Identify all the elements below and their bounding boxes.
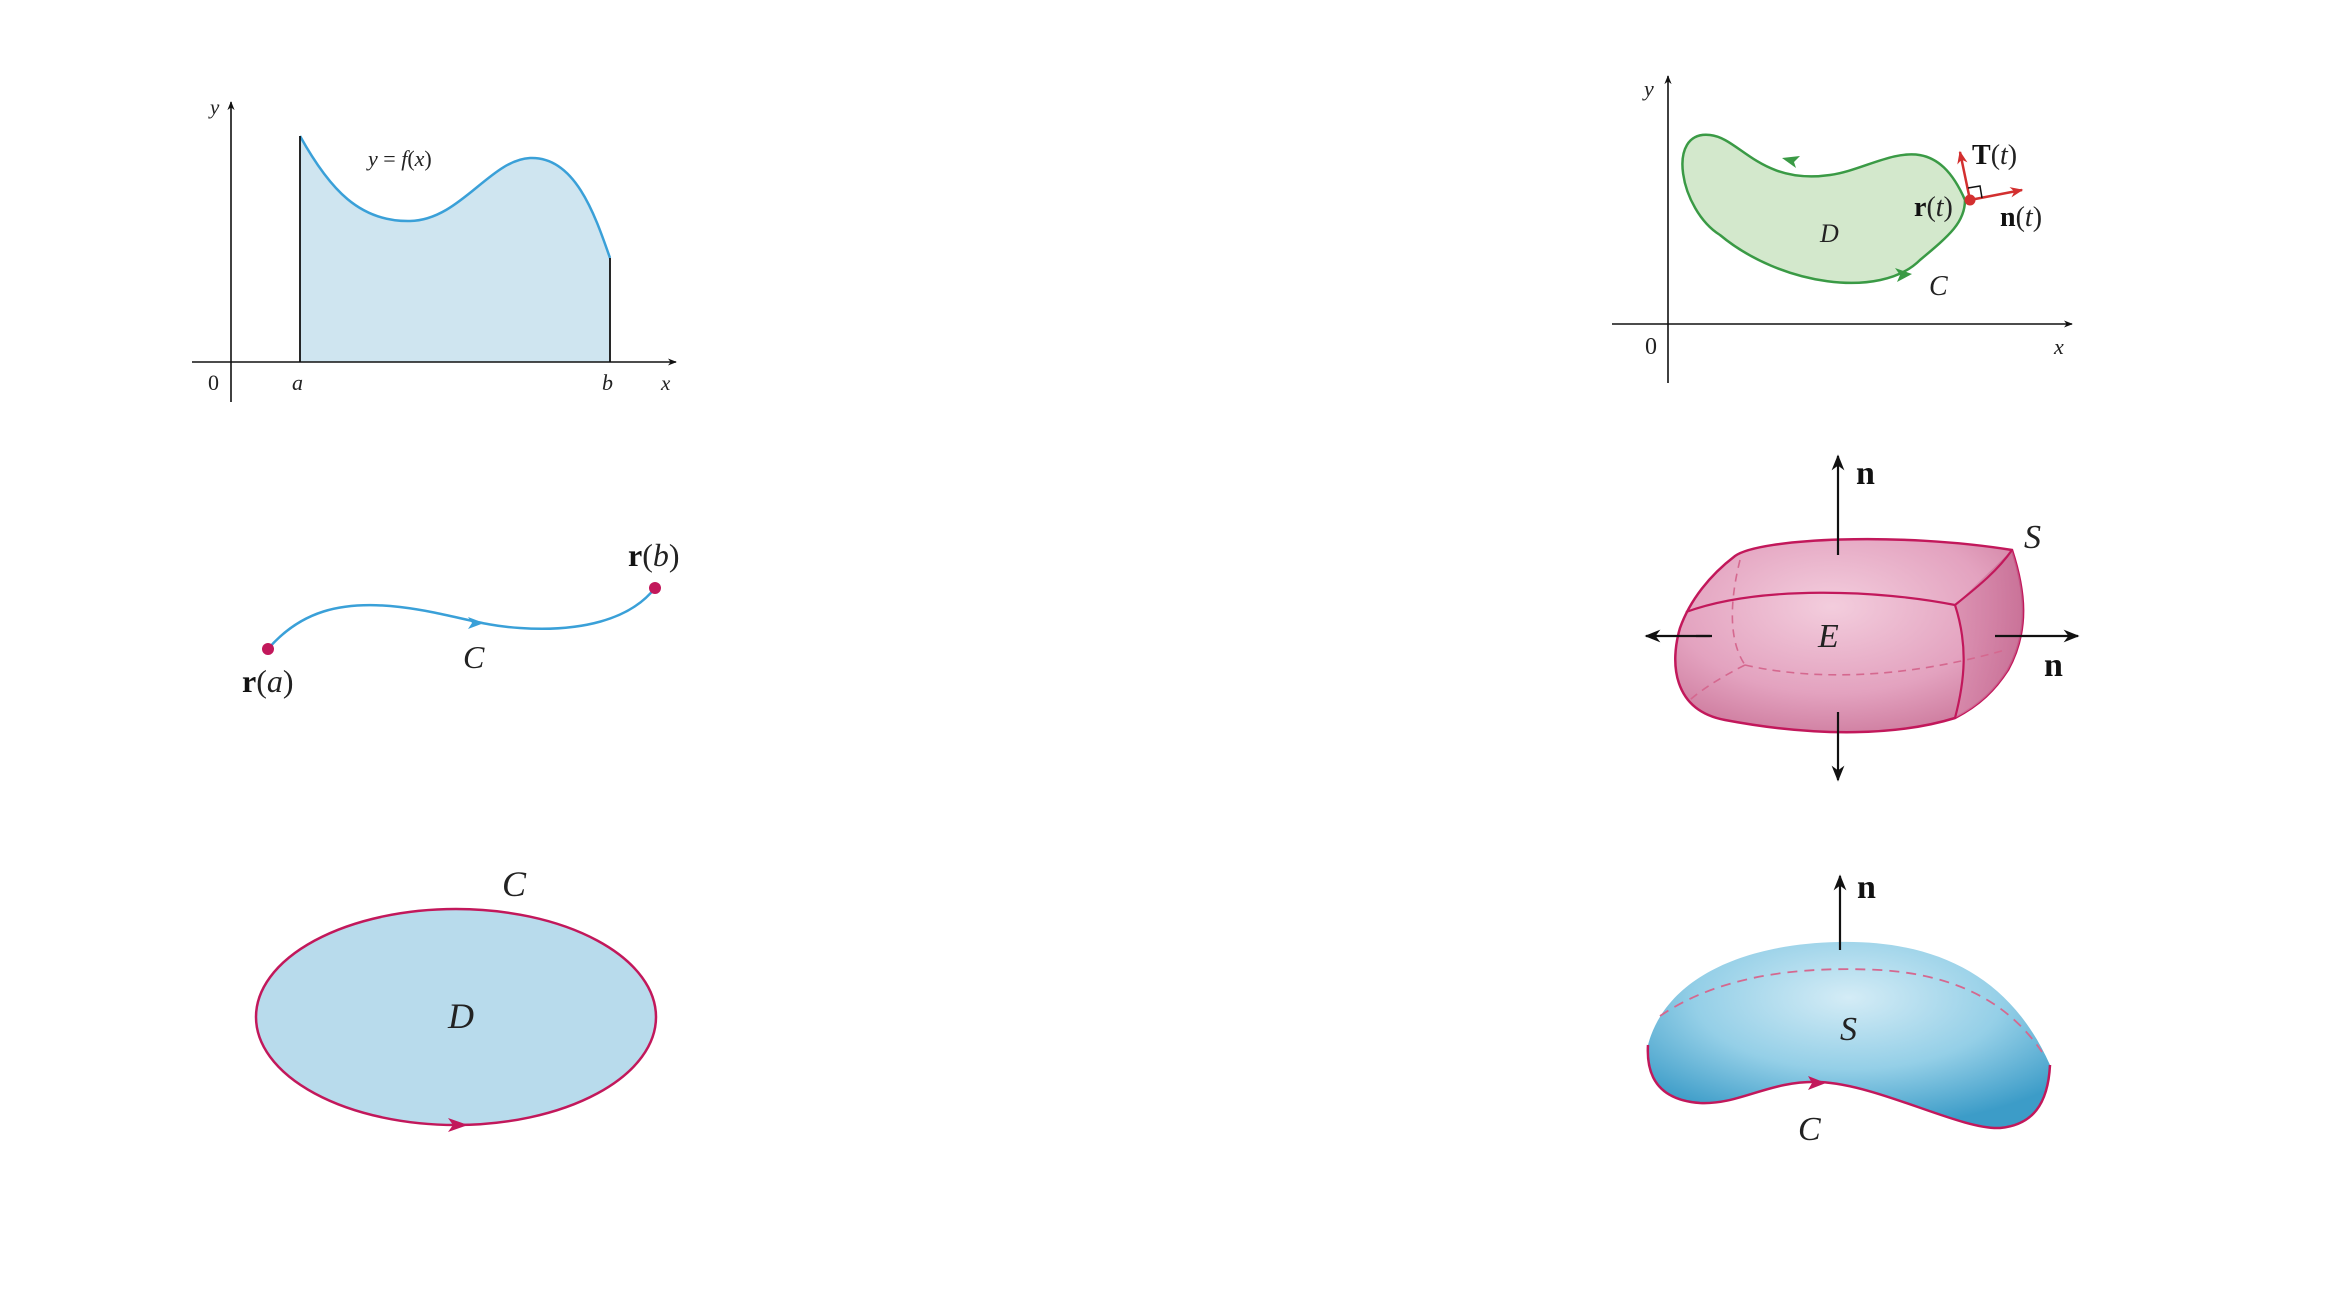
point-r bbox=[1964, 194, 1976, 206]
normal-right-label: n bbox=[2044, 647, 2063, 684]
normal-vector bbox=[1969, 187, 2024, 202]
direction-arrow-icon bbox=[468, 617, 484, 629]
curve-equation-label: y = f(x) bbox=[366, 146, 432, 171]
origin-label: 0 bbox=[1645, 334, 1657, 360]
normal-label: n bbox=[1857, 869, 1876, 906]
orientation-arrow-icon bbox=[448, 1118, 468, 1132]
tangent-vector bbox=[1957, 150, 1972, 201]
origin-label: 0 bbox=[208, 370, 219, 395]
region-label: D bbox=[447, 996, 474, 1036]
area-under-curve bbox=[300, 136, 610, 362]
x-axis-label: x bbox=[660, 371, 671, 395]
normal-top-label: n bbox=[1856, 455, 1875, 492]
hidden-edge-vertical bbox=[1731, 559, 1746, 666]
tangent-label: T(t) bbox=[1972, 140, 2017, 171]
front-vertical-edge bbox=[1953, 604, 1965, 719]
boundary-curve-label: C bbox=[502, 864, 527, 904]
hidden-boundary bbox=[1659, 968, 2043, 1053]
flux-figure: y x 0 D C r(t) T(t) n(t) bbox=[1612, 75, 2073, 383]
surface-label: S bbox=[1840, 1011, 1857, 1048]
start-point bbox=[262, 643, 274, 655]
divergence-figure: E S n n bbox=[1644, 454, 2080, 782]
end-point-label: r(b) bbox=[628, 537, 680, 573]
hidden-edge-bottom bbox=[1744, 649, 2006, 676]
region-label: D bbox=[1819, 219, 1839, 248]
x-axis-label: x bbox=[2053, 334, 2064, 359]
curve-label: C bbox=[1929, 271, 1948, 302]
line-integral-figure: r(a) r(b) C bbox=[242, 537, 680, 699]
right-angle-marker bbox=[1967, 185, 1983, 199]
front-top-edge bbox=[1685, 549, 2013, 614]
end-point bbox=[649, 582, 661, 594]
curve-c bbox=[267, 587, 656, 650]
orientation-arrow-icon bbox=[1808, 1076, 1826, 1090]
y-axis-label: y bbox=[208, 95, 220, 119]
green-theorem-figure: D C bbox=[254, 864, 658, 1132]
lower-limit-label: a bbox=[292, 370, 303, 395]
normal-label: n(t) bbox=[2000, 202, 2042, 233]
upper-arrow-icon bbox=[1782, 156, 1800, 168]
boundary-curve-label: C bbox=[1798, 1111, 1821, 1148]
position-label: r(t) bbox=[1914, 192, 1953, 223]
upper-limit-label: b bbox=[602, 370, 613, 395]
start-point-label: r(a) bbox=[242, 663, 294, 699]
lower-arrow-icon bbox=[1895, 268, 1912, 282]
integral-figure: y x 0 a b y = f(x) bbox=[192, 95, 677, 402]
function-curve bbox=[298, 135, 612, 259]
curve-label: C bbox=[463, 639, 485, 675]
solid-label: E bbox=[1817, 618, 1839, 655]
region-d-green bbox=[1681, 133, 1967, 285]
stokes-figure: n S C bbox=[1646, 869, 2052, 1148]
surface-label: S bbox=[2024, 519, 2041, 556]
hidden-edge-left bbox=[1689, 664, 1746, 701]
y-axis-label: y bbox=[1642, 76, 1654, 101]
surface-s bbox=[1647, 941, 2050, 1129]
